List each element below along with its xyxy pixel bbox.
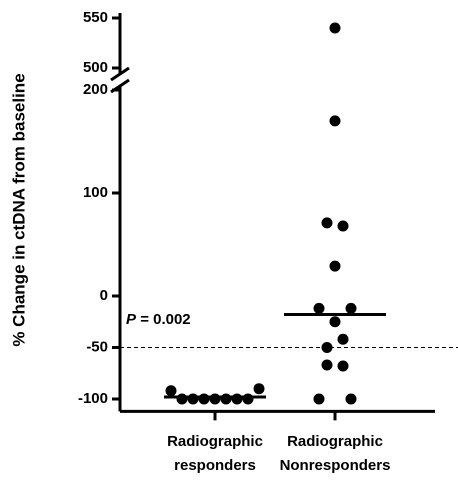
data-point [242, 393, 254, 405]
data-point [209, 393, 221, 405]
data-point [321, 217, 333, 229]
data-point [329, 22, 341, 34]
data-point [253, 383, 265, 395]
data-point [329, 115, 341, 127]
y-tick-label: 500 [83, 59, 108, 76]
y-tick-label: 0 [100, 287, 108, 304]
data-point [337, 360, 349, 372]
x-tick-label: responders [174, 457, 256, 474]
data-point [337, 333, 349, 345]
data-point [329, 260, 341, 272]
data-point [329, 316, 341, 328]
data-point [220, 393, 232, 405]
y-tick-label: -50 [86, 338, 108, 355]
data-point [198, 393, 210, 405]
data-point [165, 385, 177, 397]
y-tick-label: 550 [83, 9, 108, 26]
y-tick-label: 100 [83, 184, 108, 201]
data-point [321, 359, 333, 371]
annotation: P = 0.002 [126, 311, 191, 328]
data-point [337, 220, 349, 232]
data-point [313, 302, 325, 314]
annotation-value: = 0.002 [140, 311, 190, 328]
x-tick-label: Nonresponders [280, 457, 391, 474]
data-point [345, 302, 357, 314]
annotation-p: P [126, 311, 137, 328]
y-tick-label: -100 [78, 390, 108, 407]
axis-break [110, 66, 130, 82]
data-point [187, 393, 199, 405]
x-tick-label: Radiographic [167, 433, 263, 450]
y-tick-label: 200 [83, 81, 108, 98]
data-point [313, 393, 325, 405]
y-axis-label: % Change in ctDNA from baseline [9, 73, 28, 346]
x-tick-label: Radiographic [287, 433, 383, 450]
data-point [345, 393, 357, 405]
data-point [176, 393, 188, 405]
data-point [231, 393, 243, 405]
data-point [321, 342, 333, 353]
